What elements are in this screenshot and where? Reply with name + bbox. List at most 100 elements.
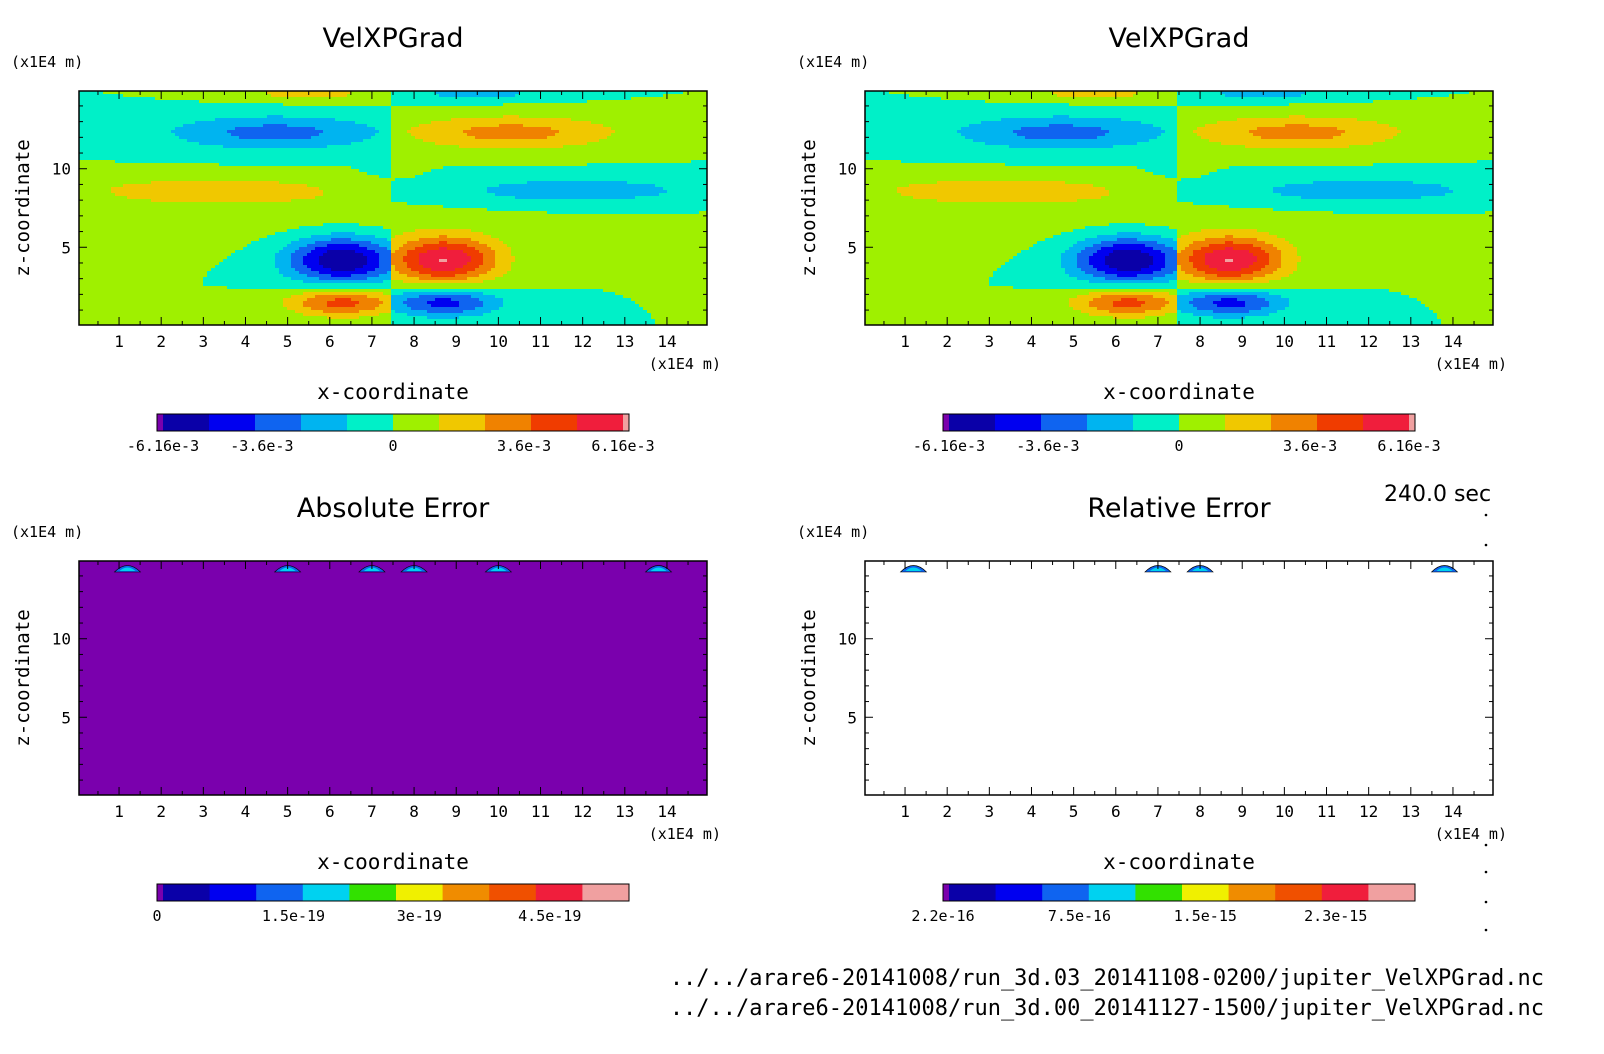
y-unit-label: (x1E4 m) <box>797 523 869 541</box>
chart-title: VelXPGrad <box>323 23 464 54</box>
y-tick-label: 10 <box>838 160 857 179</box>
x-tick-label: 13 <box>1401 332 1420 351</box>
y-axis-label: z-coordinate <box>12 139 34 276</box>
colorbar-tick-label: 3e-19 <box>397 907 442 925</box>
colorbar-swatch <box>485 414 532 431</box>
colorbar-swatch <box>995 414 1042 431</box>
y-axis-label: z-coordinate <box>12 609 34 746</box>
x-tick-label: 5 <box>283 332 293 351</box>
colorbar-swatch <box>489 884 536 901</box>
contour-field <box>865 91 1493 325</box>
colorbar-tick-label: -3.6e-3 <box>230 437 293 455</box>
x-tick-label: 11 <box>1317 332 1336 351</box>
x-axis-label: x-coordinate <box>1103 380 1255 404</box>
x-tick-label: 2 <box>942 332 952 351</box>
x-tick-label: 1 <box>900 802 910 821</box>
y-tick-label: 10 <box>52 630 71 649</box>
colorbar-swatch <box>1322 884 1369 901</box>
y-tick-label: 5 <box>847 708 857 727</box>
x-tick-label: 11 <box>531 802 550 821</box>
colorbar-swatch <box>1179 414 1226 431</box>
colorbar-swatch <box>1275 884 1322 901</box>
colorbar-swatch <box>1042 884 1089 901</box>
colorbar-swatch <box>396 884 443 901</box>
colorbar-tick-label: 1.5e-15 <box>1174 907 1237 925</box>
colorbar-swatch <box>209 414 256 431</box>
figure: -6.16e-3 -3.6e-3 0 3.6e-3 6.16e-31 2 3 4 5 6 7 8 9 10… <box>0 0 1604 1054</box>
colorbar-swatch <box>301 414 348 431</box>
y-unit-label: (x1E4 m) <box>11 523 83 541</box>
x-tick-label: 5 <box>1069 802 1079 821</box>
colorbar-swatch <box>1041 414 1088 431</box>
colorbar-swatch <box>439 414 486 431</box>
x-tick-label: 8 <box>409 332 419 351</box>
colorbar-swatch <box>531 414 578 431</box>
x-tick-label: 10 <box>489 802 508 821</box>
y-tick-label: 5 <box>61 708 71 727</box>
x-unit-label: (x1E4 m) <box>649 825 721 843</box>
colorbar <box>157 884 630 901</box>
x-tick-label: 12 <box>1359 332 1378 351</box>
x-axis-label: x-coordinate <box>317 380 469 404</box>
colorbar-swatch <box>949 884 996 901</box>
margin-dot <box>1485 844 1488 847</box>
x-tick-label: 2 <box>942 802 952 821</box>
time-label: 240.0 sec <box>1384 482 1491 507</box>
x-tick-label: 13 <box>615 332 634 351</box>
colorbar-swatch <box>1229 884 1276 901</box>
file-path-2: ../../arare6-20141008/run_3d.00_20141127… <box>670 996 1544 1021</box>
x-tick-label: 6 <box>325 332 335 351</box>
x-tick-label: 2 <box>156 332 166 351</box>
y-tick-label: 10 <box>52 160 71 179</box>
x-tick-label: 13 <box>1401 802 1420 821</box>
x-tick-label: 2 <box>156 802 166 821</box>
x-axis-label: x-coordinate <box>317 850 469 874</box>
x-tick-label: 7 <box>367 332 377 351</box>
x-tick-label: 4 <box>1027 332 1037 351</box>
colorbar-swatch <box>347 414 394 431</box>
colorbar-tick-label: 0 <box>388 437 397 455</box>
x-tick-label: 6 <box>325 802 335 821</box>
colorbar <box>157 414 629 431</box>
contour-field <box>865 561 1493 795</box>
x-tick-label: 12 <box>573 802 592 821</box>
x-tick-label: 3 <box>985 802 995 821</box>
colorbar-tick-label: 2.2e-16 <box>911 907 974 925</box>
y-unit-label: (x1E4 m) <box>11 53 83 71</box>
colorbar-tick-label: 0 <box>152 907 161 925</box>
margin-dot <box>1485 871 1488 874</box>
colorbar-swatch <box>577 414 624 431</box>
colorbar-swatch <box>1409 414 1415 431</box>
colorbar-swatch <box>157 884 163 901</box>
x-tick-label: 6 <box>1111 332 1121 351</box>
x-tick-label: 1 <box>114 332 124 351</box>
x-tick-label: 1 <box>900 332 910 351</box>
colorbar-swatch <box>210 884 257 901</box>
colorbar-swatch <box>163 414 210 431</box>
x-tick-label: 4 <box>1027 802 1037 821</box>
x-tick-label: 4 <box>241 332 251 351</box>
colorbar-tick-label: 3.6e-3 <box>497 437 551 455</box>
colorbar-tick-label: 1.5e-19 <box>262 907 325 925</box>
colorbar-swatch <box>1271 414 1318 431</box>
colorbar-swatch <box>536 884 583 901</box>
x-tick-label: 11 <box>1317 802 1336 821</box>
colorbar-swatch <box>349 884 396 901</box>
colorbar-swatch <box>1089 884 1136 901</box>
x-tick-label: 14 <box>657 802 676 821</box>
y-tick-label: 5 <box>61 238 71 257</box>
colorbar-swatch <box>1225 414 1272 431</box>
colorbar <box>943 414 1415 431</box>
colorbar-tick-label: 6.16e-3 <box>591 437 654 455</box>
x-unit-label: (x1E4 m) <box>649 355 721 373</box>
x-tick-label: 14 <box>657 332 676 351</box>
x-tick-label: 8 <box>1195 332 1205 351</box>
y-unit-label: (x1E4 m) <box>797 53 869 71</box>
colorbar-swatch <box>393 414 440 431</box>
x-tick-label: 9 <box>1237 802 1247 821</box>
x-tick-label: 1 <box>114 802 124 821</box>
colorbar-tick-label: 3.6e-3 <box>1283 437 1337 455</box>
margin-dot <box>1485 544 1488 547</box>
colorbar-swatch <box>943 414 949 431</box>
colorbar-swatch <box>949 414 996 431</box>
